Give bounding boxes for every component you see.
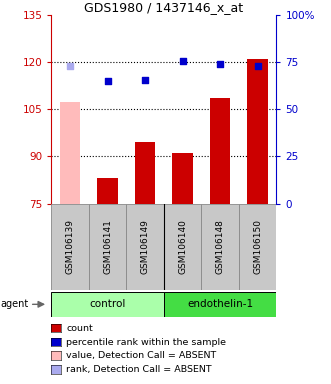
Text: GSM106141: GSM106141	[103, 219, 112, 274]
Text: count: count	[66, 324, 93, 333]
Text: GSM106140: GSM106140	[178, 219, 187, 274]
Bar	[239, 204, 276, 290]
Text: GSM106139: GSM106139	[66, 219, 74, 274]
Point	[217, 61, 223, 67]
Text: GSM106148: GSM106148	[215, 219, 225, 274]
Text: rank, Detection Call = ABSENT: rank, Detection Call = ABSENT	[66, 365, 212, 374]
Bar	[172, 153, 193, 204]
Bar	[247, 59, 268, 204]
Bar	[164, 204, 201, 290]
Text: control: control	[89, 299, 126, 310]
Bar	[89, 204, 126, 290]
Point	[255, 63, 260, 69]
Bar	[51, 292, 164, 317]
Bar	[164, 292, 276, 317]
Bar	[210, 98, 230, 204]
Text: GSM106149: GSM106149	[141, 219, 150, 274]
Point	[68, 63, 73, 69]
Text: percentile rank within the sample: percentile rank within the sample	[66, 338, 226, 347]
Point	[180, 58, 185, 64]
Text: agent: agent	[1, 299, 29, 310]
Bar	[126, 204, 164, 290]
Bar	[135, 142, 156, 204]
Bar	[201, 204, 239, 290]
Text: endothelin-1: endothelin-1	[187, 299, 253, 310]
Point	[142, 76, 148, 83]
Point	[105, 78, 110, 84]
Bar	[97, 179, 118, 204]
Bar	[60, 102, 80, 204]
Text: value, Detection Call = ABSENT: value, Detection Call = ABSENT	[66, 351, 216, 361]
Text: GSM106150: GSM106150	[253, 219, 262, 274]
Bar	[51, 204, 89, 290]
Title: GDS1980 / 1437146_x_at: GDS1980 / 1437146_x_at	[84, 1, 243, 14]
